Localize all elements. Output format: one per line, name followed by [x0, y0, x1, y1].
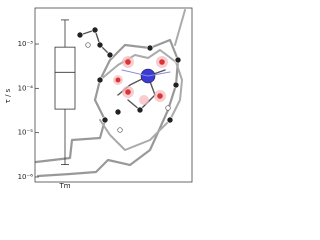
- x-tick-label: Tm: [58, 182, 70, 189]
- y-tick-label: 10⁻⁵: [18, 129, 34, 137]
- chart: τ / s 10⁻⁶ 10⁻⁵ 10⁻⁴ 10⁻³ Tm: [4, 7, 193, 189]
- molecule-illustration: [34, 9, 186, 178]
- box: [54, 46, 76, 110]
- y-tick-label: 10⁻⁴: [18, 84, 34, 92]
- plot-frame: [34, 7, 193, 183]
- y-axis-label: τ / s: [4, 88, 12, 103]
- y-tick-label: 10⁻⁶: [18, 173, 34, 181]
- y-tick-label: 10⁻³: [18, 40, 34, 48]
